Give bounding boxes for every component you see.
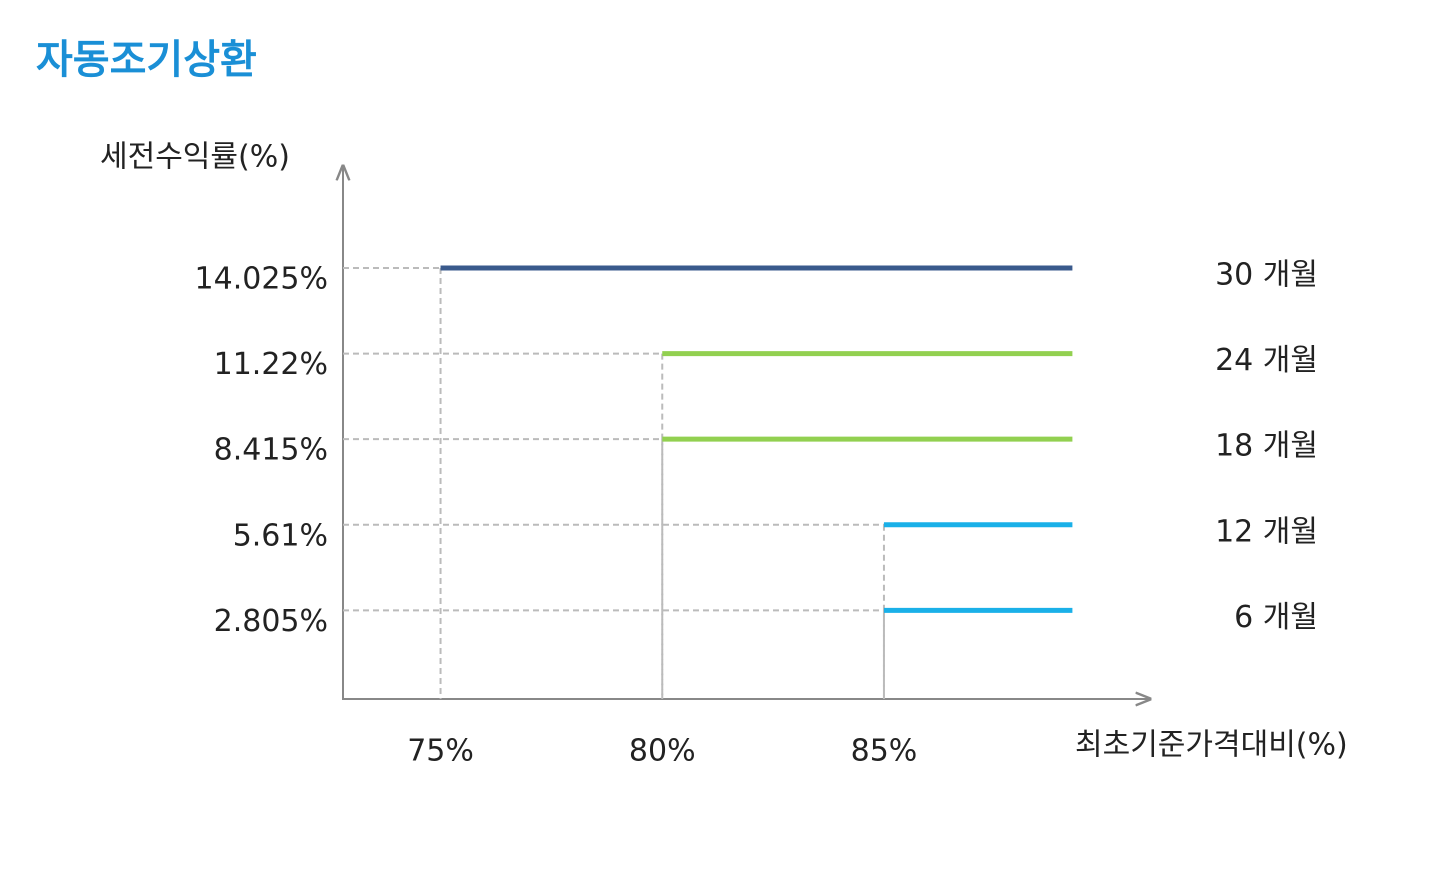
series-label: 24 개월 (1215, 343, 1318, 378)
y-tick-label: 14.025% (195, 261, 328, 296)
x-axis-title: 최초기준가격대비(%) (1075, 728, 1348, 763)
x-tick-label: 85% (851, 734, 918, 769)
y-axis-title: 세전수익률(%) (100, 140, 290, 175)
series-label: 12 개월 (1215, 514, 1318, 549)
y-tick-label: 5.61% (233, 518, 328, 553)
y-tick-label: 8.415% (214, 433, 328, 468)
series-label: 30 개월 (1215, 257, 1318, 292)
y-tick-label: 2.805% (214, 604, 328, 639)
series-label: 18 개월 (1215, 429, 1318, 464)
x-tick-label: 80% (629, 734, 696, 769)
series-label: 6 개월 (1234, 600, 1318, 635)
x-tick-label: 75% (407, 734, 474, 769)
chart-title: 자동조기상환 (36, 37, 257, 83)
y-tick-label: 11.22% (214, 347, 328, 382)
